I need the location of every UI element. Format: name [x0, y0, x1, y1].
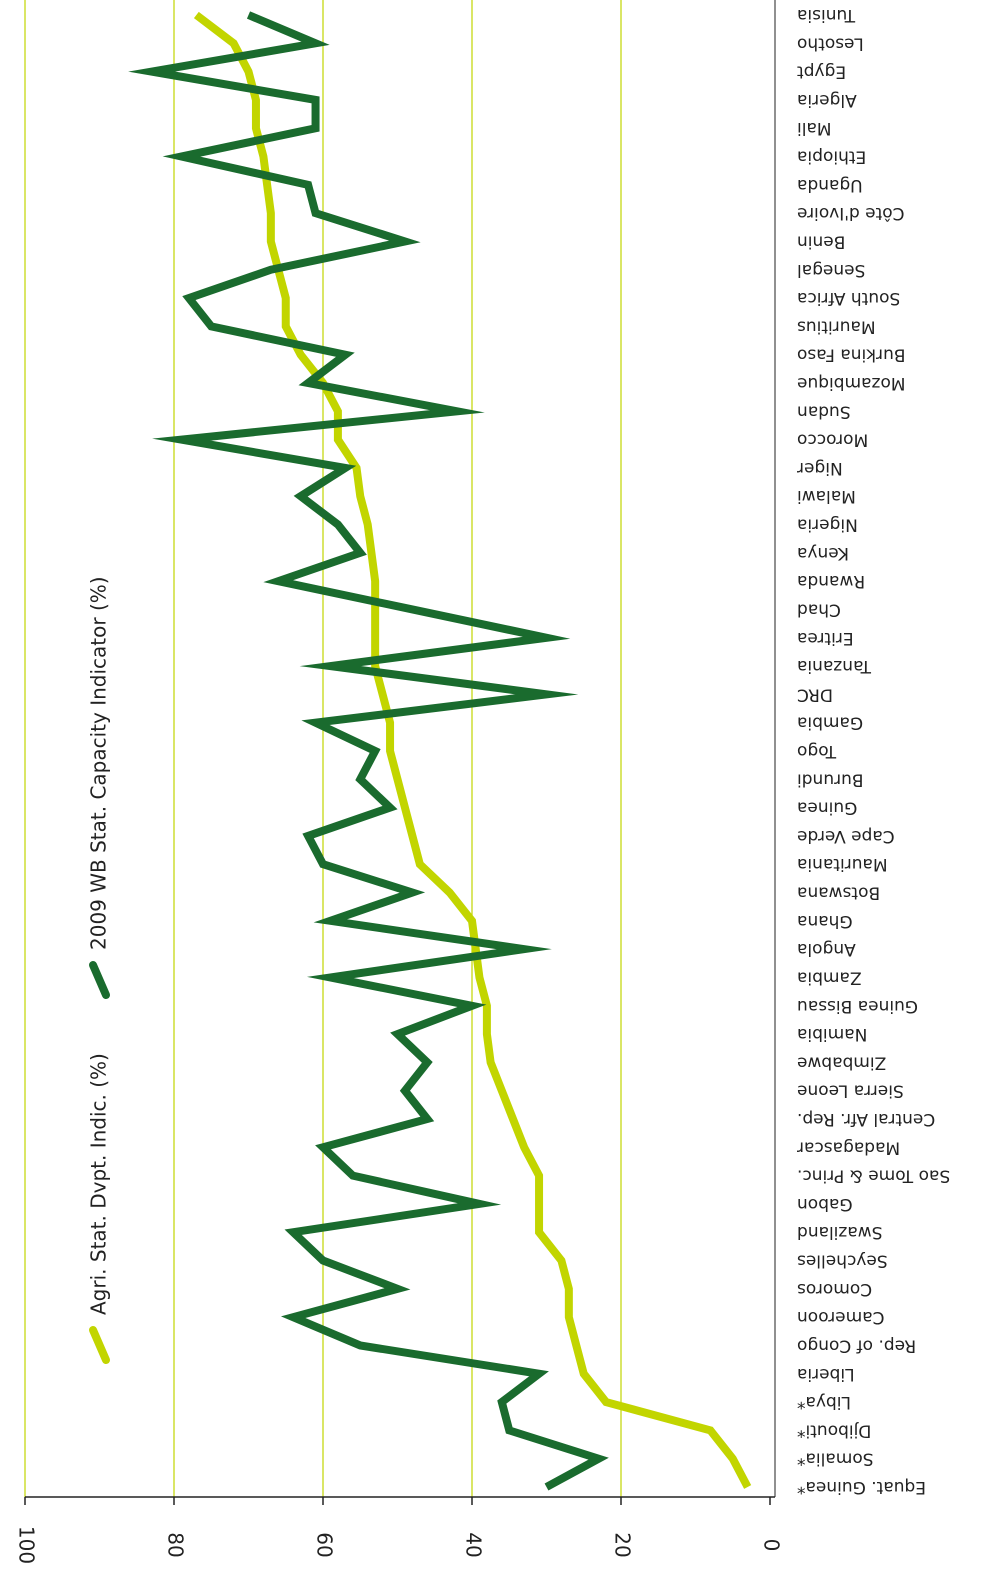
category-label: Sierra Leone — [797, 1081, 904, 1101]
category-label: Zambia — [797, 967, 862, 987]
category-label: Seychelles — [797, 1251, 888, 1271]
category-label: Gambia — [797, 713, 863, 733]
legend-label: Agri. Stat. Dvpt. Indic. (%) — [87, 1053, 111, 1315]
category-label: Lesotho — [797, 33, 864, 53]
category-label: Mauritania — [797, 854, 888, 874]
category-label: Liberia — [797, 1364, 855, 1384]
category-label: Mali — [797, 118, 832, 138]
category-label: Djibouti* — [797, 1420, 871, 1440]
category-label: Gabon — [797, 1194, 853, 1214]
category-label: Equat. Guinea* — [797, 1477, 926, 1497]
category-label: Côte d'Ivoire — [797, 203, 905, 223]
category-label: Burundi — [797, 769, 864, 789]
category-label: Kenya — [797, 543, 849, 563]
category-label: Cape Verde — [797, 826, 895, 846]
category-label: Senegal — [797, 260, 865, 280]
category-label: Libya* — [797, 1392, 851, 1412]
value-tick-label: 0 — [760, 1539, 784, 1552]
category-label: Algeria — [797, 90, 857, 110]
category-label: Madagascar — [797, 1137, 900, 1157]
category-label: Eritrea — [797, 628, 854, 648]
category-label: Somalia* — [797, 1449, 874, 1469]
value-tick-label: 60 — [313, 1532, 337, 1557]
category-label: Togo — [797, 741, 837, 761]
category-label: Zimbabwe — [797, 1052, 886, 1072]
value-tick-label: 40 — [462, 1532, 486, 1557]
category-label: Rwanda — [797, 571, 865, 591]
chart: 0 20 40 60 80 100 Equat. Guinea* Somalia* Djibou… — [0, 0, 982, 1582]
category-label: Comoros — [797, 1279, 872, 1299]
category-label: Rep. of Congo — [797, 1335, 916, 1355]
category-label: Cameroon — [797, 1307, 885, 1327]
category-label: Burkina Faso — [797, 345, 905, 365]
category-label: Angola — [797, 939, 856, 959]
category-label: Malawi — [797, 486, 856, 506]
category-label: Egypt — [797, 62, 846, 82]
category-label: Niger — [797, 458, 843, 478]
category-label: Tanzania — [797, 656, 872, 676]
value-tick-label: 20 — [611, 1532, 635, 1557]
category-label: Tunisia — [797, 5, 856, 25]
category-label: Swaziland — [797, 1222, 882, 1242]
category-label: Ghana — [797, 911, 853, 931]
value-tick-label: 100 — [15, 1526, 39, 1564]
category-label: Mauritius — [797, 316, 876, 336]
category-label: Namibia — [797, 1024, 867, 1044]
series-line — [152, 15, 599, 1487]
value-tick-label: 80 — [164, 1532, 188, 1557]
category-label: Guinea — [797, 798, 857, 818]
category-label: Morocco — [797, 430, 868, 450]
category-label: Central Afr. Rep. — [797, 1109, 935, 1129]
category-label: South Africa — [797, 288, 900, 308]
category-label: Guinea Bissau — [797, 996, 918, 1016]
category-label: Benin — [797, 231, 845, 251]
category-label: Sao Tome & Princ. — [797, 1166, 950, 1186]
category-label: Botswana — [797, 883, 880, 903]
category-label: DRC — [797, 684, 833, 704]
legend-swatch — [93, 1330, 106, 1360]
category-label: Sudan — [797, 401, 851, 421]
category-label: Mozambique — [797, 373, 906, 393]
category-label: Uganda — [797, 175, 863, 195]
legend-swatch — [93, 965, 106, 995]
category-label: Nigeria — [797, 515, 858, 535]
legend-label: 2009 WB Stat. Capacity Indicator (%) — [87, 576, 111, 950]
category-label: Chad — [797, 599, 841, 619]
category-label: Ethiopia — [797, 147, 866, 167]
